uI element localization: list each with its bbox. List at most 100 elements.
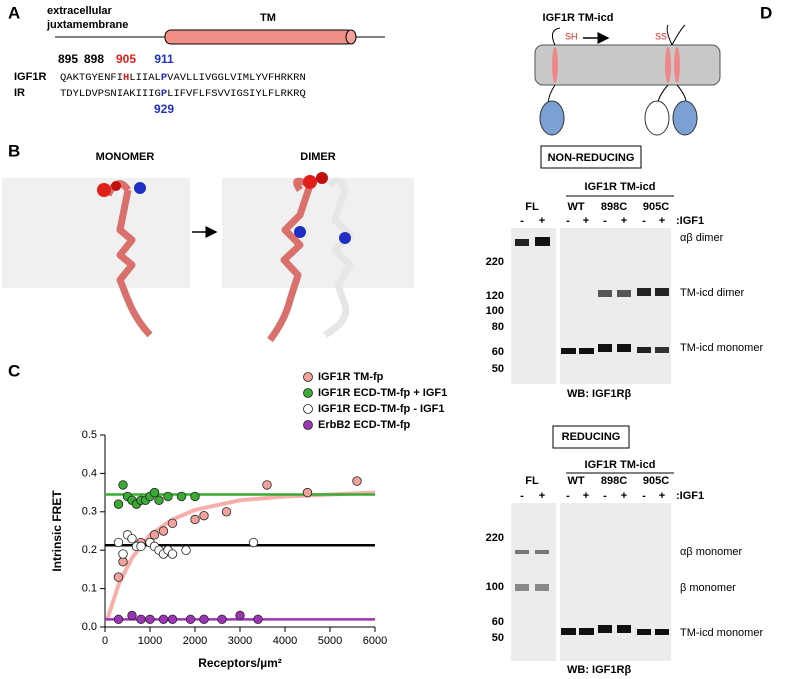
- band: [617, 290, 631, 297]
- band-label: αβ dimer: [680, 232, 724, 244]
- wb-label: WB: IGF1Rβ: [567, 664, 631, 676]
- treatment-sign: -: [520, 490, 524, 502]
- y-tick-label: 0.5: [82, 429, 97, 441]
- band: [579, 348, 594, 354]
- fit-line: [105, 490, 376, 620]
- band-label: αβ monomer: [680, 546, 743, 558]
- panel-label: C: [8, 361, 20, 380]
- membrane: [2, 178, 190, 288]
- helix: [267, 177, 314, 343]
- residue: [339, 232, 351, 244]
- point: [113, 572, 124, 582]
- band: [535, 550, 549, 554]
- x-tick-label: 5000: [318, 635, 342, 647]
- legend-marker: [303, 404, 313, 414]
- state-label: MONOMER: [96, 151, 155, 163]
- x-tick-label: 1000: [138, 635, 162, 647]
- helix: [323, 177, 354, 339]
- mw-label: 60: [492, 616, 504, 628]
- point: [158, 526, 169, 536]
- residue: [303, 175, 317, 189]
- residue: [97, 183, 111, 197]
- point: [352, 476, 362, 486]
- linker: [547, 24, 687, 111]
- seq-part: P: [161, 88, 167, 100]
- point: [149, 530, 160, 540]
- lane-label: 905C: [643, 201, 669, 213]
- position: 898: [84, 52, 104, 66]
- x-tick-label: 4000: [273, 635, 297, 647]
- blot: [560, 503, 671, 661]
- point: [181, 545, 191, 555]
- point: [154, 495, 164, 505]
- tm-cylinder: [164, 29, 354, 45]
- band-label: TM-icd monomer: [680, 627, 763, 639]
- seq-part: H: [123, 72, 129, 84]
- residue: [134, 182, 146, 194]
- band: [637, 347, 651, 353]
- point: [118, 549, 128, 559]
- kinase-domain: [672, 100, 698, 136]
- residue: [316, 172, 328, 184]
- residue: [294, 226, 306, 238]
- point: [217, 614, 227, 625]
- mw-label: 220: [486, 256, 504, 268]
- sh-label: SH: [565, 31, 578, 41]
- band: [535, 584, 549, 591]
- x-tick-label: 0: [102, 635, 108, 647]
- legend-marker: [303, 388, 313, 398]
- blot-heading: NON-REDUCING: [548, 152, 635, 164]
- seq-part: P: [161, 72, 167, 84]
- blot: [560, 228, 671, 384]
- point: [145, 614, 155, 625]
- point: [248, 537, 259, 548]
- seq-name: IR: [14, 87, 25, 99]
- y-tick-label: 0.3: [82, 506, 97, 518]
- point: [158, 614, 169, 625]
- mw-label: 100: [486, 305, 504, 317]
- treatment-label: :IGF1: [676, 490, 704, 502]
- band: [515, 239, 529, 246]
- heading-box: [552, 425, 630, 449]
- band: [598, 625, 612, 633]
- point: [221, 507, 232, 517]
- treatment-sign: -: [520, 215, 524, 227]
- x-tick-label: 6000: [363, 635, 387, 647]
- treatment-sign: +: [583, 215, 589, 227]
- lane-label: FL: [525, 201, 539, 213]
- y-axis-label: Intrinsic FRET: [50, 490, 64, 572]
- tm-cylinder-end: [345, 29, 357, 45]
- tm-domain: [674, 47, 680, 83]
- band: [637, 629, 651, 635]
- region-label: juxtamembrane: [46, 19, 128, 31]
- schematic-title: IGF1R TM-icd: [543, 12, 614, 24]
- position: 895: [58, 52, 78, 66]
- blot: [511, 503, 556, 661]
- treatment-sign: -: [566, 490, 570, 502]
- band-label: TM-icd monomer: [680, 342, 763, 354]
- point: [136, 541, 146, 552]
- treatment-sign: +: [583, 490, 589, 502]
- heading-box: [540, 145, 642, 169]
- band: [637, 288, 651, 296]
- mw-label: 80: [492, 321, 504, 333]
- y-tick-label: 0.4: [82, 467, 97, 479]
- legend-label: ErbB2 ECD-TM-fp: [318, 419, 411, 431]
- lane-label: 898C: [601, 201, 627, 213]
- point: [253, 614, 263, 625]
- point: [199, 510, 209, 521]
- point: [113, 614, 124, 625]
- legend-label: IGF1R ECD-TM-fp - IGF1: [318, 403, 445, 415]
- lane-label: WT: [567, 475, 584, 487]
- mw-label: 60: [492, 346, 504, 358]
- x-tick-label: 3000: [228, 635, 252, 647]
- lane-label: 905C: [643, 475, 669, 487]
- band: [655, 629, 669, 635]
- legend-marker: [303, 420, 313, 430]
- band: [561, 628, 576, 635]
- seq-part: TDYLDVPSNIAKIIIG: [60, 88, 161, 100]
- membrane: [534, 44, 721, 86]
- band: [617, 625, 631, 633]
- point: [190, 491, 200, 502]
- position: 911: [154, 52, 174, 66]
